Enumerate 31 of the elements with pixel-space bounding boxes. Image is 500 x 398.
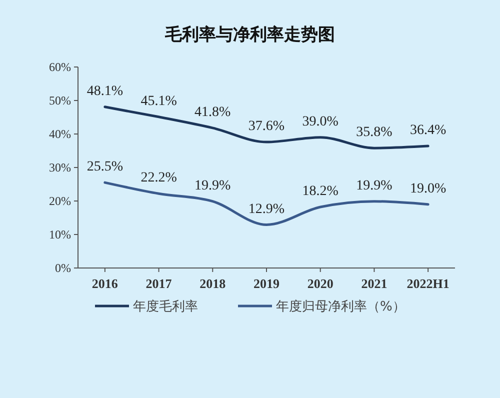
data-label: 41.8% — [194, 104, 232, 120]
data-label: 45.1% — [140, 94, 178, 109]
y-tick-label: 0% — [55, 261, 71, 276]
y-tick-label: 60% — [49, 60, 71, 74]
x-tick-label: 2018 — [200, 276, 226, 291]
data-label: 48.1% — [86, 84, 124, 99]
data-label: 25.5% — [86, 160, 124, 175]
y-tick-label: 10% — [49, 228, 71, 242]
y-tick-label: 30% — [49, 160, 71, 175]
data-label: 18.2% — [302, 184, 339, 200]
y-tick-label: 40% — [49, 127, 71, 142]
data-label: 19.9% — [194, 178, 232, 194]
data-label: 19.9% — [356, 178, 393, 194]
y-tick-label: 50% — [49, 94, 71, 108]
y-tick-label: 20% — [49, 194, 71, 208]
x-tick-label: 2021 — [361, 276, 388, 291]
x-tick-label: 2017 — [146, 276, 172, 291]
data-label: 19.0% — [410, 181, 446, 196]
data-label: 12.9% — [248, 202, 285, 217]
chart-title: 毛利率与净利率走势图 — [164, 25, 335, 45]
data-label: 39.0% — [302, 114, 339, 130]
legend-label: 年度归母净利率（%） — [276, 298, 406, 315]
x-tick-label: 2019 — [254, 276, 280, 291]
x-tick-label: 2016 — [92, 276, 118, 291]
x-tick-label: 2022H1 — [406, 276, 450, 291]
data-label: 36.4% — [410, 123, 446, 138]
data-label: 35.8% — [356, 125, 393, 140]
x-tick-label: 2020 — [307, 276, 334, 291]
data-label: 37.6% — [248, 119, 285, 134]
data-label: 22.2% — [140, 170, 178, 186]
legend-label: 年度毛利率 — [133, 298, 198, 315]
